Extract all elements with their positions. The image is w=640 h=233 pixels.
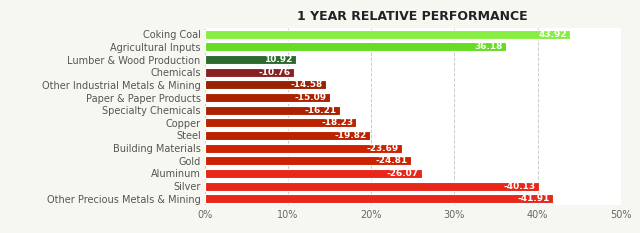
Bar xyxy=(205,93,330,102)
Bar xyxy=(205,169,422,178)
Text: -23.69: -23.69 xyxy=(366,144,399,153)
Text: -10.76: -10.76 xyxy=(259,68,291,77)
Text: 10.92: 10.92 xyxy=(264,55,292,64)
Text: -41.91: -41.91 xyxy=(518,194,550,203)
Bar xyxy=(205,156,412,165)
Text: -14.58: -14.58 xyxy=(291,80,323,89)
Bar xyxy=(205,68,294,77)
Bar xyxy=(205,30,570,39)
Text: -16.21: -16.21 xyxy=(304,106,337,115)
Text: 36.18: 36.18 xyxy=(474,42,502,51)
Text: -15.09: -15.09 xyxy=(295,93,327,102)
Bar xyxy=(205,80,326,89)
Bar xyxy=(205,106,340,115)
Bar xyxy=(205,131,370,140)
Text: -26.07: -26.07 xyxy=(387,169,419,178)
Bar xyxy=(205,144,402,153)
Bar xyxy=(205,55,296,64)
Text: -24.81: -24.81 xyxy=(376,156,408,165)
Bar xyxy=(205,118,356,127)
Bar xyxy=(205,194,554,203)
Text: -18.23: -18.23 xyxy=(321,118,353,127)
Bar xyxy=(205,182,539,191)
Bar xyxy=(205,42,506,51)
Text: -19.82: -19.82 xyxy=(334,131,366,140)
Text: -40.13: -40.13 xyxy=(503,182,535,191)
Title: 1 YEAR RELATIVE PERFORMANCE: 1 YEAR RELATIVE PERFORMANCE xyxy=(298,10,528,23)
Text: 43.92: 43.92 xyxy=(538,30,567,39)
